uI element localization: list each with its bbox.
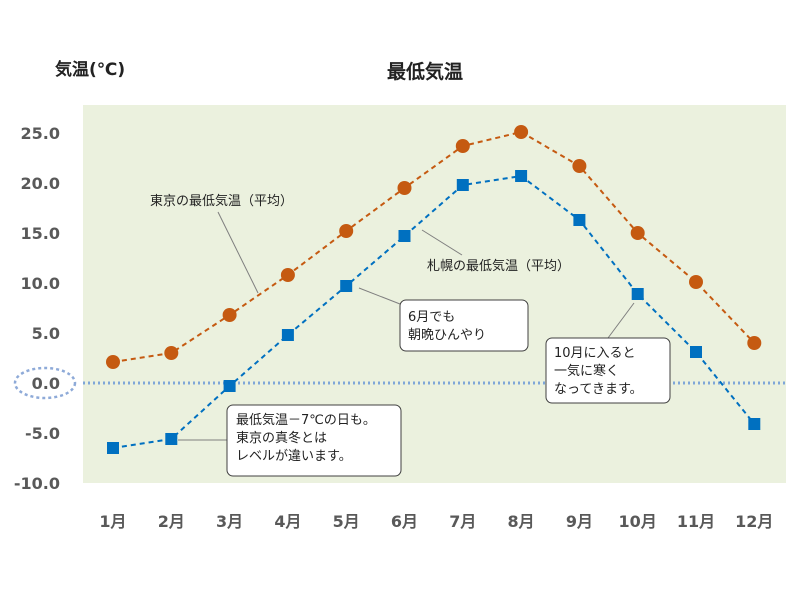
oct-note-text: 一気に寒く [554,363,619,379]
y-tick-label: -10.0 [14,474,60,493]
tokyo-point [630,226,645,240]
tokyo-point [280,268,295,282]
oct-note-text: 10月に入ると [554,346,636,361]
tokyo-point [106,355,120,369]
sapporo-label-leader-line [421,229,463,256]
x-tick-label: 11月 [677,512,715,531]
y-tick-label: 25.0 [21,124,60,143]
winter-note-box [226,404,402,477]
y-tick-label: 5.0 [32,324,60,343]
winter-note-text: 最低気温－7℃の日も。 [236,412,376,428]
y-axis-label: 気温(℃) [54,59,125,80]
y-tick-label: 15.0 [21,224,60,243]
tokyo-point [397,181,412,195]
zero-highlight-ring [13,366,77,400]
tokyo-label-annotation: 東京の最低気温（平均） [150,193,293,209]
sapporo-point [223,380,236,392]
sapporo-point [631,288,644,300]
y-tick-label: 20.0 [21,174,60,193]
x-tick-label: 5月 [333,512,360,531]
sapporo-point [281,329,294,341]
june-note-leader-line [358,287,401,305]
sapporo-label-annotation: 札幌の最低気温（平均） [427,258,570,274]
winter-note-text: レベルが違います。 [236,449,352,464]
sapporo-point [748,418,761,430]
x-tick-label: 8月 [508,512,535,531]
x-tick-label: 3月 [216,512,243,531]
sapporo-point [573,214,586,226]
sapporo-point [515,170,528,182]
x-tick-label: 12月 [735,512,773,531]
tokyo-point [455,139,470,153]
x-tick-label: 4月 [274,512,301,531]
x-tick-label: 2月 [158,512,185,531]
tokyo-point [689,275,703,289]
tokyo-label-leader-line [217,211,259,294]
chart-title: 最低気温 [387,60,463,83]
sapporo-label-text: 札幌の最低気温（平均） [427,258,570,274]
tokyo-label-text: 東京の最低気温（平均） [150,193,293,209]
x-tick-label: 10月 [619,512,657,531]
june-note-box [399,299,529,352]
tokyo-point [572,159,587,173]
tokyo-point [514,125,529,139]
sapporo-point [456,179,469,191]
tokyo-point [339,224,354,238]
oct-note-box [545,337,671,404]
x-tick-label: 1月 [99,512,126,531]
sapporo-point [690,346,702,358]
x-tick-label: 7月 [449,512,476,531]
tokyo-point [747,336,762,350]
june-note-text: 朝晩ひんやり [408,328,486,343]
y-tick-label: 10.0 [21,274,60,293]
june-note-text: 6月でも [408,310,455,325]
x-tick-label: 9月 [566,512,593,531]
plot-area [83,105,786,483]
sapporo-point [340,280,353,292]
winter-note-text: 東京の真冬とは [236,430,327,446]
tokyo-point [164,346,179,360]
tokyo-series-line [112,130,756,363]
x-tick-label: 6月 [391,512,418,531]
tokyo-point [222,308,237,322]
y-tick-label: 0.0 [32,374,60,393]
y-tick-label: -5.0 [25,424,60,443]
sapporo-series-line [112,174,756,449]
sapporo-point [398,230,411,242]
oct-note-text: なってきます。 [554,382,643,397]
sapporo-point [165,433,178,445]
oct-note-leader-line [607,302,635,339]
sapporo-point [107,442,119,454]
